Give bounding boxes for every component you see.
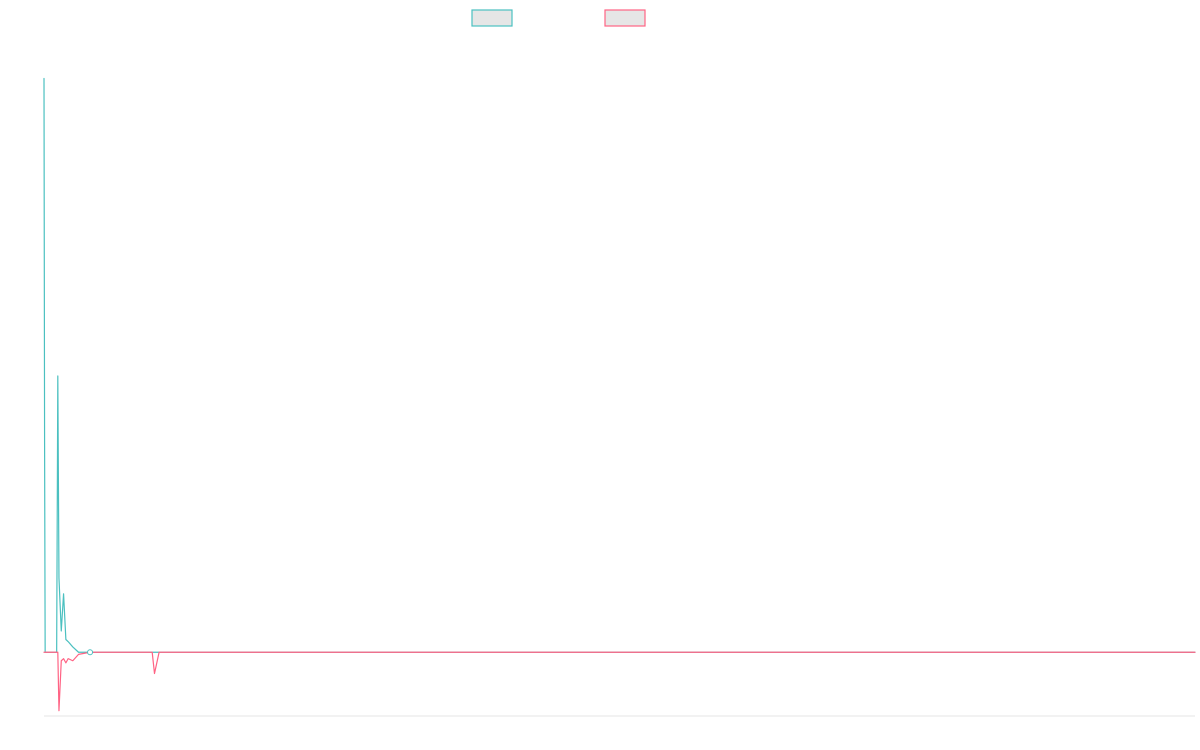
legend-swatch-2[interactable] (604, 9, 646, 27)
series-line-1 (43, 77, 1196, 653)
legend-swatch-1[interactable] (471, 9, 513, 27)
series-line-2 (43, 651, 1196, 712)
legend (471, 9, 646, 27)
plot-area (43, 77, 1196, 717)
data-point-marker[interactable] (87, 649, 94, 656)
